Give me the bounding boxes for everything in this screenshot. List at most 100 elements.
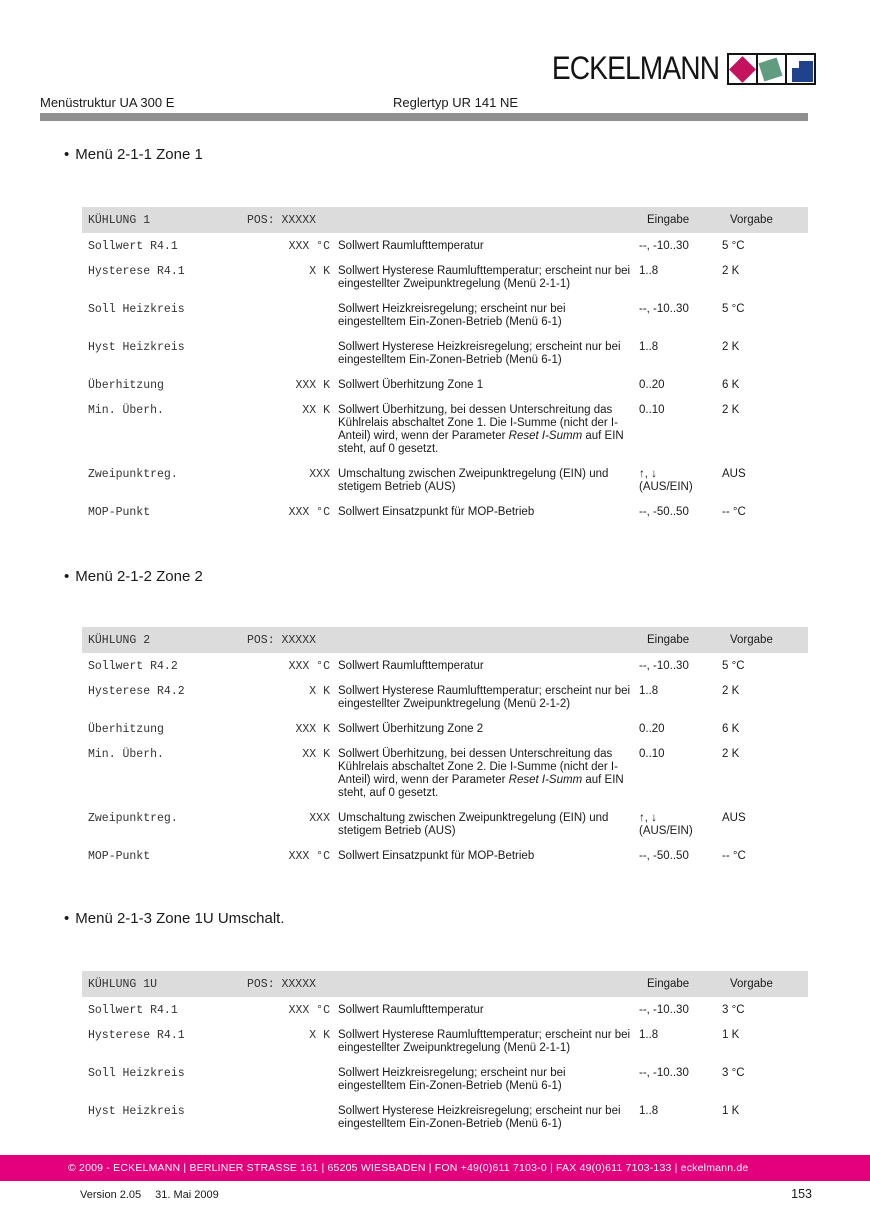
eingabe-range: --, -10..30 bbox=[639, 1067, 689, 1079]
table-header-pos: POS: XXXXX bbox=[247, 213, 317, 227]
table-row: Min. Überh. XX K Sollwert Überhitzung, b… bbox=[82, 748, 808, 800]
vorgabe-default: 6 K bbox=[722, 723, 740, 735]
version-date: 31. Mai 2009 bbox=[155, 1189, 219, 1201]
table-row: Überhitzung XXX K Sollwert Überhitzung Z… bbox=[82, 379, 808, 392]
table-row: Hysterese R4.1 X K Sollwert Hysterese Ra… bbox=[82, 1029, 808, 1055]
footer-copyright: © 2009 - ECKELMANN | BERLINER STRASSE 16… bbox=[68, 1162, 749, 1174]
parameter-description: Sollwert Einsatzpunkt für MOP-Betrieb bbox=[338, 506, 535, 518]
red-diamond-icon bbox=[729, 55, 756, 83]
parameter-name: Min. Überh. bbox=[88, 748, 164, 761]
table-header-row: KÜHLUNG 2 POS: XXXXX Eingabe Vorgabe bbox=[82, 627, 808, 653]
vorgabe-default: 5 °C bbox=[722, 660, 745, 672]
eingabe-range: 0..20 bbox=[639, 723, 665, 735]
vorgabe-default: 2 K bbox=[722, 685, 740, 697]
parameter-description: Sollwert Hysterese Raumlufttemperatur; e… bbox=[338, 265, 631, 290]
logo-mark bbox=[727, 52, 816, 85]
logo-cell-blue bbox=[785, 54, 814, 83]
table-row: Überhitzung XXX K Sollwert Überhitzung Z… bbox=[82, 723, 808, 736]
eingabe-range: 0..10 bbox=[639, 404, 665, 416]
eingabe-range: --, -10..30 bbox=[639, 1004, 689, 1016]
vorgabe-default: AUS bbox=[722, 812, 746, 824]
table-header-eingabe: Eingabe bbox=[647, 978, 690, 990]
vorgabe-default: 1 K bbox=[722, 1105, 740, 1117]
parameter-value-format: XX K bbox=[302, 404, 330, 417]
parameter-description: Sollwert Hysterese Heizkreisregelung; er… bbox=[338, 341, 621, 366]
eingabe-range: 1..8 bbox=[639, 1029, 659, 1041]
table-header-vorgabe: Vorgabe bbox=[730, 214, 773, 226]
parameter-description: Sollwert Hysterese Raumlufttemperatur; e… bbox=[338, 1029, 631, 1054]
blue-square-notch bbox=[792, 60, 799, 68]
table-header-pos: POS: XXXXX bbox=[247, 977, 317, 991]
parameter-value-format: XXX °C bbox=[288, 660, 330, 673]
table-header-name: KÜHLUNG 1 bbox=[88, 213, 151, 227]
parameter-value-format: X K bbox=[309, 685, 330, 698]
eingabe-range: ↑, ↓ (AUS/EIN) bbox=[639, 468, 693, 493]
footer-bar: © 2009 - ECKELMANN | BERLINER STRASSE 16… bbox=[0, 1155, 870, 1181]
page-number: 153 bbox=[791, 1187, 812, 1201]
table-row: Soll Heizkreis Sollwert Heizkreisregelun… bbox=[82, 1067, 808, 1093]
eckelmann-logo: ECKELMANN bbox=[529, 50, 816, 87]
parameter-name: Hyst Heizkreis bbox=[88, 341, 185, 354]
vorgabe-default: 1 K bbox=[722, 1029, 740, 1041]
eingabe-range: 1..8 bbox=[639, 685, 659, 697]
parameter-description: Sollwert Raumlufttemperatur bbox=[338, 1004, 484, 1016]
eingabe-range: --, -10..30 bbox=[639, 303, 689, 315]
bullet-icon: • bbox=[64, 146, 70, 163]
table-row: Hysterese R4.2 X K Sollwert Hysterese Ra… bbox=[82, 685, 808, 711]
parameter-description: Sollwert Überhitzung Zone 2 bbox=[338, 723, 484, 735]
parameter-value-format: XXX bbox=[309, 468, 330, 481]
eingabe-range: --, -10..30 bbox=[639, 240, 689, 252]
parameter-value-format: XX K bbox=[302, 748, 330, 761]
parameter-description: Umschaltung zwischen Zweipunktregelung (… bbox=[338, 468, 609, 493]
table-body: Sollwert R4.1 XXX °C Sollwert Raumluftte… bbox=[82, 233, 808, 519]
parameter-description: Sollwert Hysterese Heizkreisregelung; er… bbox=[338, 1105, 621, 1130]
table-header-row: KÜHLUNG 1U POS: XXXXX Eingabe Vorgabe bbox=[82, 971, 808, 997]
parameter-name: Soll Heizkreis bbox=[88, 1067, 185, 1080]
table-header-vorgabe: Vorgabe bbox=[730, 634, 773, 646]
vorgabe-default: 5 °C bbox=[722, 303, 745, 315]
table-row: Sollwert R4.1 XXX °C Sollwert Raumluftte… bbox=[82, 240, 808, 253]
parameter-name: Zweipunktreg. bbox=[88, 812, 178, 825]
vorgabe-default: 2 K bbox=[722, 341, 740, 353]
table-header-pos: POS: XXXXX bbox=[247, 633, 317, 647]
vorgabe-default: -- °C bbox=[722, 850, 746, 862]
parameter-name: MOP-Punkt bbox=[88, 850, 151, 863]
table-header-eingabe: Eingabe bbox=[647, 214, 690, 226]
bullet-icon: • bbox=[64, 910, 70, 927]
parameter-value-format: XXX °C bbox=[288, 850, 330, 863]
logo-cell-red bbox=[729, 54, 756, 83]
parameter-description: Sollwert Überhitzung, bei dessen Untersc… bbox=[338, 404, 624, 455]
eingabe-range: 1..8 bbox=[639, 341, 659, 353]
vorgabe-default: 2 K bbox=[722, 265, 740, 277]
table-row: Min. Überh. XX K Sollwert Überhitzung, b… bbox=[82, 404, 808, 456]
parameter-description: Sollwert Heizkreisregelung; erscheint nu… bbox=[338, 303, 566, 328]
table-header-vorgabe: Vorgabe bbox=[730, 978, 773, 990]
eingabe-range: 0..20 bbox=[639, 379, 665, 391]
parameter-name: Überhitzung bbox=[88, 379, 164, 392]
table-row: Zweipunktreg. XXX Umschaltung zwischen Z… bbox=[82, 812, 808, 838]
eingabe-range: --, -10..30 bbox=[639, 660, 689, 672]
parameter-name: Hysterese R4.1 bbox=[88, 1029, 185, 1042]
parameter-value-format: XXX °C bbox=[288, 240, 330, 253]
parameter-description: Sollwert Raumlufttemperatur bbox=[338, 240, 484, 252]
table-row: Sollwert R4.1 XXX °C Sollwert Raumluftte… bbox=[82, 1004, 808, 1017]
logo-wordmark: ECKELMANN bbox=[551, 50, 720, 86]
table-header-eingabe: Eingabe bbox=[647, 634, 690, 646]
eingabe-range: --, -50..50 bbox=[639, 506, 689, 518]
table-row: Hyst Heizkreis Sollwert Hysterese Heizkr… bbox=[82, 1105, 808, 1131]
vorgabe-default: AUS bbox=[722, 468, 746, 480]
vorgabe-default: 2 K bbox=[722, 748, 740, 760]
green-square-icon bbox=[758, 57, 783, 81]
parameter-description: Sollwert Einsatzpunkt für MOP-Betrieb bbox=[338, 850, 535, 862]
table-row: MOP-Punkt XXX °C Sollwert Einsatzpunkt f… bbox=[82, 506, 808, 519]
parameter-name: Sollwert R4.1 bbox=[88, 1004, 178, 1017]
parameter-name: Sollwert R4.2 bbox=[88, 660, 178, 673]
eingabe-range: 0..10 bbox=[639, 748, 665, 760]
eingabe-range: 1..8 bbox=[639, 265, 659, 277]
vorgabe-default: 5 °C bbox=[722, 240, 745, 252]
eingabe-range: ↑, ↓ (AUS/EIN) bbox=[639, 812, 693, 837]
section-title-menu-2-1-1: • Menü 2-1-1 Zone 1 bbox=[64, 146, 203, 163]
version-line: Version 2.05 31. Mai 2009 bbox=[80, 1189, 219, 1201]
parameter-value-format: X K bbox=[309, 1029, 330, 1042]
parameter-name: Hysterese R4.1 bbox=[88, 265, 185, 278]
